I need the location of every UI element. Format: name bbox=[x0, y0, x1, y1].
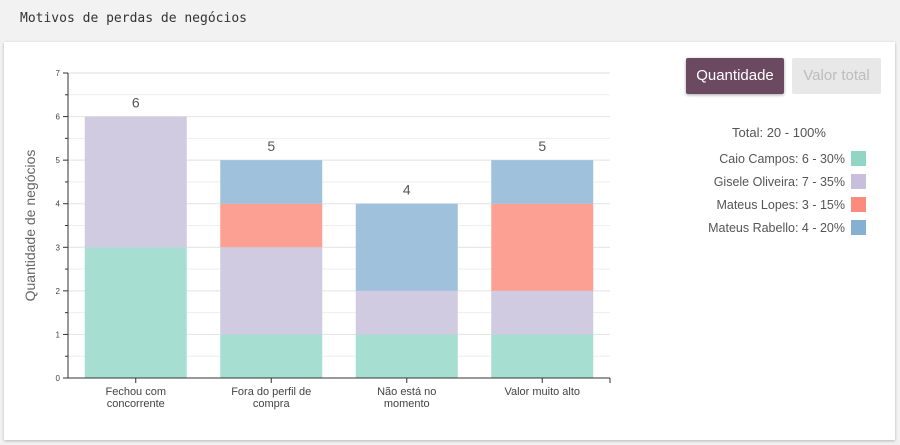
legend-item: Mateus Rabello: 4 - 20% bbox=[664, 220, 866, 235]
x-tick-label: compra bbox=[253, 398, 291, 410]
legend-swatch bbox=[851, 197, 866, 212]
chart-card: 6 Fechou com concorrente 5 Fora do perfil de… bbox=[4, 42, 895, 440]
y-tick-label: 1 bbox=[56, 330, 61, 339]
x-tick-label: Valor muito alto bbox=[504, 386, 580, 398]
bar-segment bbox=[355, 290, 458, 335]
legend-items: Caio Campos: 6 - 30% Gisele Oliveira: 7 -… bbox=[664, 151, 866, 235]
legend-item: Caio Campos: 6 - 30% bbox=[664, 151, 866, 166]
bar-segment bbox=[220, 203, 323, 248]
x-tick-label: Fechou com bbox=[105, 386, 166, 398]
x-tick-label: Fora do perfil de bbox=[231, 386, 311, 398]
legend-swatch bbox=[851, 174, 866, 189]
bar-segment bbox=[491, 290, 594, 335]
bar-segment bbox=[84, 247, 187, 378]
total-value-button[interactable]: Valor total bbox=[792, 58, 881, 94]
bar-segment bbox=[84, 116, 187, 248]
bar-segment bbox=[491, 334, 594, 378]
bar-segment bbox=[355, 203, 458, 291]
page-title: Motivos de perdas de negócios bbox=[20, 11, 247, 26]
bar-total-label: 5 bbox=[538, 138, 546, 154]
y-tick-label: 5 bbox=[56, 156, 61, 165]
bar-segment bbox=[220, 334, 323, 378]
y-axis-label: Quantidade de negócios bbox=[22, 150, 38, 302]
y-tick-label: 3 bbox=[56, 243, 61, 252]
bar-segment bbox=[355, 334, 458, 378]
legend-total: Total: 20 - 100% bbox=[732, 125, 826, 140]
legend: Total: 20 - 100% Caio Campos: 6 - 30% Gis… bbox=[664, 124, 866, 235]
legend-item-label: Gisele Oliveira: 7 - 35% bbox=[713, 174, 845, 189]
y-tick-label: 0 bbox=[56, 374, 61, 383]
legend-item-label: Mateus Rabello: 4 - 20% bbox=[708, 220, 845, 235]
bar-segment bbox=[220, 160, 323, 204]
y-tick-label: 7 bbox=[56, 69, 61, 78]
header: Motivos de perdas de negócios bbox=[0, 0, 900, 40]
y-tick-label: 4 bbox=[56, 200, 61, 209]
x-tick-label: Não está no bbox=[377, 386, 436, 398]
legend-item: Mateus Lopes: 3 - 15% bbox=[664, 197, 866, 212]
legend-item-label: Mateus Lopes: 3 - 15% bbox=[716, 197, 845, 212]
legend-swatch bbox=[851, 151, 866, 166]
y-tick-label: 2 bbox=[56, 287, 61, 296]
legend-item: Gisele Oliveira: 7 - 35% bbox=[664, 174, 866, 189]
bar-segment bbox=[220, 247, 323, 335]
bar-segment bbox=[491, 160, 594, 204]
bar-segment bbox=[491, 203, 594, 291]
x-tick-label: momento bbox=[384, 398, 430, 410]
legend-item-label: Caio Campos: 6 - 30% bbox=[719, 151, 845, 166]
x-tick-label: concorrente bbox=[107, 398, 165, 410]
bar-total-label: 6 bbox=[132, 95, 140, 111]
bar-total-label: 4 bbox=[403, 182, 411, 198]
bar-total-label: 5 bbox=[267, 138, 275, 154]
legend-swatch bbox=[851, 220, 866, 235]
y-tick-label: 6 bbox=[56, 113, 61, 122]
quantity-button[interactable]: Quantidade bbox=[686, 58, 784, 94]
